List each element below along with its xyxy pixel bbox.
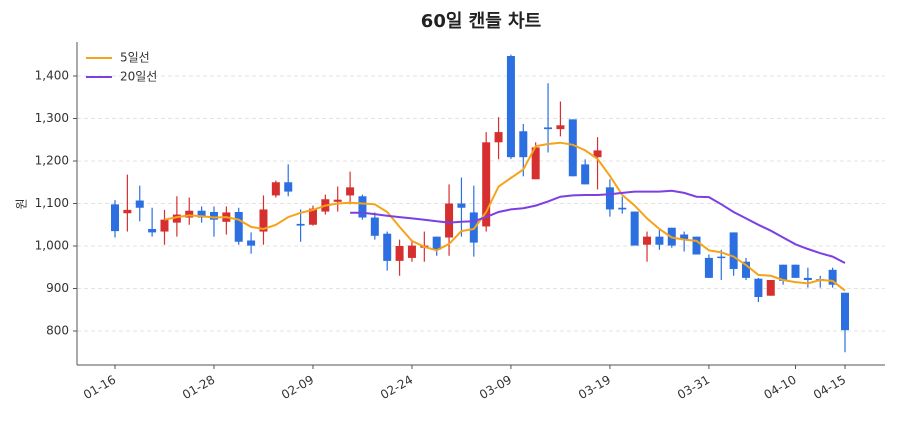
candle-body — [618, 207, 627, 210]
candle-body — [346, 187, 355, 196]
candle-body — [111, 204, 119, 232]
candle-body — [692, 236, 701, 255]
candle-body — [234, 212, 243, 242]
candle-body — [123, 209, 132, 214]
candle-body — [556, 125, 565, 130]
x-tick-label: 03-19 — [576, 373, 613, 403]
legend-label: 5일선 — [120, 51, 150, 65]
candle-body — [779, 264, 788, 281]
candle-body — [680, 234, 689, 240]
x-tick-label: 03-31 — [675, 373, 712, 403]
candle-body — [841, 292, 849, 331]
chart-title: 60일 캔들 차트 — [421, 11, 541, 32]
x-tick-label: 01-28 — [180, 373, 217, 403]
candle-body — [630, 211, 639, 246]
candle-body — [791, 264, 800, 278]
candle-body — [284, 182, 293, 192]
ma-line — [350, 189, 846, 264]
y-axis-label: 원 — [15, 198, 29, 209]
candle-body — [457, 203, 466, 208]
candle-body — [605, 187, 614, 210]
candle-body — [803, 277, 812, 280]
candle-body — [544, 127, 553, 130]
candle-body — [160, 219, 169, 232]
x-tick-label: 02-09 — [279, 373, 316, 403]
candle-body — [742, 261, 751, 278]
candle-body — [828, 269, 837, 285]
y-tick-label: 1,100 — [35, 196, 69, 210]
candle-body — [568, 119, 577, 177]
x-tick-label: 04-15 — [811, 373, 848, 403]
candle-body — [247, 240, 256, 246]
candle-body — [643, 236, 652, 245]
candle-body — [407, 245, 416, 258]
candle-body — [271, 182, 280, 196]
x-tick-label: 02-24 — [378, 373, 415, 403]
candle-body — [531, 147, 540, 180]
x-tick-label: 04-10 — [762, 373, 799, 403]
ma-line — [164, 141, 846, 292]
candle-body — [333, 199, 342, 202]
y-tick-label: 1,400 — [35, 69, 69, 83]
candle-body — [581, 164, 590, 185]
y-tick-label: 1,200 — [35, 154, 69, 168]
candle-body — [432, 236, 441, 250]
legend-label: 20일선 — [120, 70, 157, 84]
candle-body — [358, 196, 367, 218]
candle-body — [308, 208, 317, 225]
x-tick-label: 03-09 — [477, 373, 514, 403]
candle-body — [494, 132, 503, 143]
candle-body — [445, 203, 454, 238]
y-tick-label: 1,300 — [35, 111, 69, 125]
candle-body — [395, 246, 404, 261]
y-tick-label: 800 — [46, 324, 69, 338]
candle-body — [370, 217, 379, 236]
candle-body — [593, 150, 602, 158]
candle-body — [259, 209, 268, 232]
y-tick-label: 900 — [46, 281, 69, 295]
candle-body — [148, 229, 157, 233]
candle-body — [383, 233, 392, 261]
candle-body — [717, 256, 726, 259]
candle-body — [482, 142, 491, 227]
y-tick-label: 1,000 — [35, 239, 69, 253]
candle-body — [754, 278, 763, 297]
x-tick-label: 01-16 — [81, 373, 118, 403]
candle-body — [296, 223, 305, 226]
candle-body — [655, 236, 664, 245]
candle-body — [185, 210, 194, 218]
candle-body — [704, 257, 713, 278]
candle-body — [172, 214, 181, 223]
candle-body — [209, 212, 218, 220]
candle-body — [506, 56, 515, 158]
candle-body — [519, 131, 528, 158]
candle-body — [729, 232, 738, 269]
candle-body — [197, 210, 206, 218]
candle-body — [766, 280, 775, 296]
candle-body — [135, 200, 144, 208]
